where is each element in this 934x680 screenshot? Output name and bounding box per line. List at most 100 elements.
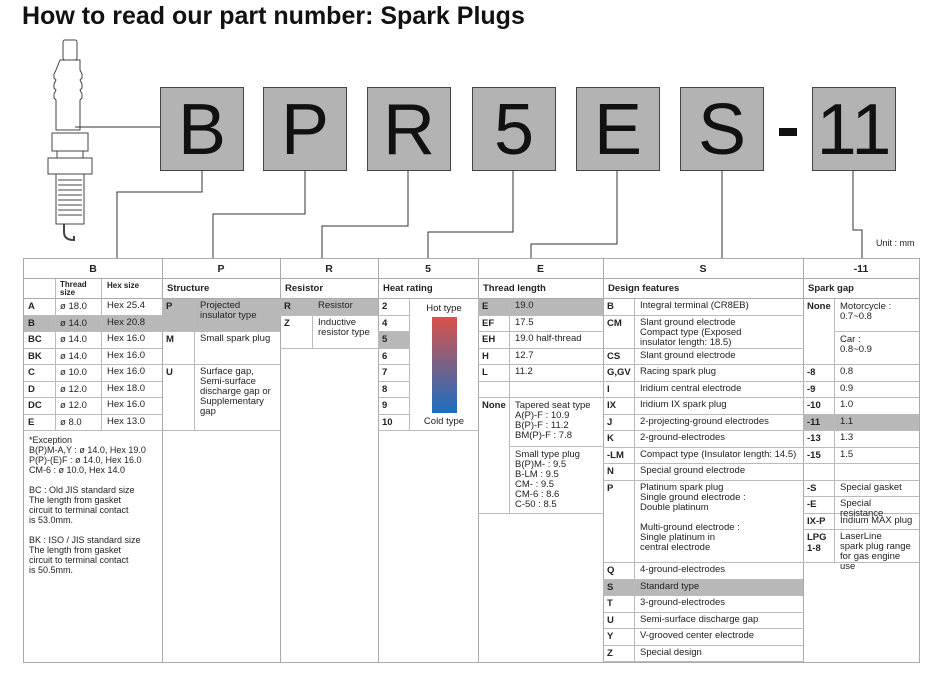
table-row: None Tapered seat type A(P)-F : 10.9 B(P)… (478, 398, 603, 514)
description: 1.5 (840, 448, 854, 460)
code: G,GV (603, 365, 635, 381)
table-row: T 3-ground-electrodes (603, 596, 803, 613)
table-row: B Integral terminal (CR8EB) (603, 299, 803, 316)
code: A (24, 299, 56, 315)
subheader: Hex size (107, 281, 140, 290)
description: Special gasket (840, 481, 902, 493)
column-s: S Design features B Integral terminal (CR8E… (603, 258, 804, 663)
code: B (24, 315, 56, 331)
table-row: U Semi-surface discharge gap (603, 612, 803, 629)
description: 3-ground-electrodes (640, 597, 726, 608)
description: Special ground electrode (640, 465, 746, 476)
table-row: CM Slant ground electrode Compact type (E… (603, 315, 803, 349)
part-char-S: S (680, 87, 764, 171)
description: 2-projecting-ground electrodes (640, 415, 769, 427)
description: Platinum spark plug Single ground electr… (640, 481, 746, 553)
subheader: Design features (603, 279, 803, 299)
description: Tapered seat type A(P)-F : 10.9 B(P)-F :… (510, 398, 603, 447)
cold-type-label: Cold type (423, 416, 465, 427)
code: C (24, 365, 56, 381)
table-row (803, 464, 919, 481)
heat-code: 10 (378, 415, 409, 431)
table-row: E 19.0 (478, 299, 603, 316)
description: Iridium MAX plug (840, 514, 913, 526)
code: -E (803, 497, 835, 513)
code: D (24, 381, 56, 397)
hex-size: Hex 16.0 (107, 349, 146, 361)
part-char-11: 11 (812, 87, 896, 171)
code: -8 (803, 365, 835, 381)
heat-code: 7 (378, 365, 409, 382)
code: -LM (603, 447, 635, 463)
column-header: S (603, 259, 803, 279)
table-row: P Platinum spark plug Single ground elect… (603, 480, 803, 563)
column-r: R Resistor R Resistor Z Inductive resistor ty… (280, 258, 379, 663)
heat-code: 5 (378, 332, 409, 349)
column-header: B (24, 259, 162, 279)
code: K (603, 431, 635, 447)
hex-size: Hex 25.4 (107, 300, 146, 311)
description: Integral terminal (CR8EB) (640, 300, 749, 311)
description: Racing spark plug (640, 366, 717, 377)
description: 19.0 (515, 300, 534, 311)
table-row: P Projected insulator type (162, 299, 280, 332)
description: Semi-surface discharge gap (640, 613, 759, 625)
part-separator-dash (779, 128, 797, 136)
subheader: Structure (162, 279, 280, 299)
thread-size: ø 14.0 (56, 332, 102, 348)
part-char-P: P (263, 87, 347, 171)
code: N (603, 464, 635, 480)
description: 17.5 (515, 316, 534, 328)
part-char-R: R (367, 87, 451, 171)
table-row: EH 19.0 half-thread (478, 332, 603, 349)
b-notes: *Exception B(P)M-A,Y : ø 14.0, Hex 19.0 … (24, 431, 162, 662)
code: DC (24, 398, 56, 414)
column-e: E Thread length E 19.0 EF 17.5 EH 19.0 half-thr… (478, 258, 604, 663)
table-row: None Motorcycle : 0.7~0.8 Car : 0.8~0.9 (803, 299, 919, 365)
code: BC (24, 332, 56, 348)
column-header: E (478, 259, 603, 279)
table-row: U Surface gap, Semi-surface discharge gap… (162, 365, 280, 431)
table-row: L 11.2 (478, 365, 603, 382)
thread-size: ø 8.0 (56, 414, 102, 430)
description: Motorcycle : 0.7~0.8 (835, 299, 919, 332)
code: -13 (803, 431, 835, 447)
description: Iridium IX spark plug (640, 399, 727, 410)
subheader: Heat rating (378, 279, 478, 299)
heat-code: 2 (378, 299, 409, 316)
table-row: EF 17.5 (478, 315, 603, 332)
description: 2-ground-electrodes (640, 432, 726, 443)
table-row: -15 1.5 (803, 447, 919, 464)
heat-code: 9 (378, 398, 409, 415)
thread-size: ø 12.0 (56, 398, 102, 414)
table-row: Q 4-ground-electrodes (603, 563, 803, 580)
code: E (24, 414, 56, 430)
column-heat-rating: 5 Heat rating 2 4 5 6 7 8 9 10 Hot type Cold type (378, 258, 479, 663)
code: -10 (803, 398, 835, 414)
description: Small type plug B(P)M- : 9.5 B-LM : 9.5 … (515, 448, 580, 510)
thread-size: ø 14.0 (56, 315, 102, 331)
description: Slant ground electrode (640, 349, 736, 361)
description: 4-ground-electrodes (640, 564, 726, 575)
table-row: H 12.7 (478, 348, 603, 365)
hex-size: Hex 16.0 (107, 399, 146, 410)
table-row: K 2-ground-electrodes (603, 431, 803, 448)
column-header: 5 (378, 259, 478, 279)
table-row: Y V-grooved center electrode (603, 629, 803, 646)
heat-code: 6 (378, 349, 409, 365)
code: B (603, 299, 635, 315)
hex-size: Hex 13.0 (107, 415, 146, 427)
hex-size: Hex 20.8 (107, 316, 146, 328)
subheader: Thread size (56, 279, 102, 298)
code: Y (603, 629, 635, 645)
table-row: IX Iridium IX spark plug (603, 398, 803, 415)
table-row: -10 1.0 (803, 398, 919, 415)
code: L (478, 365, 510, 381)
code: Z (280, 315, 313, 348)
code: R (280, 299, 313, 315)
table-row: CS Slant ground electrode (603, 348, 803, 365)
